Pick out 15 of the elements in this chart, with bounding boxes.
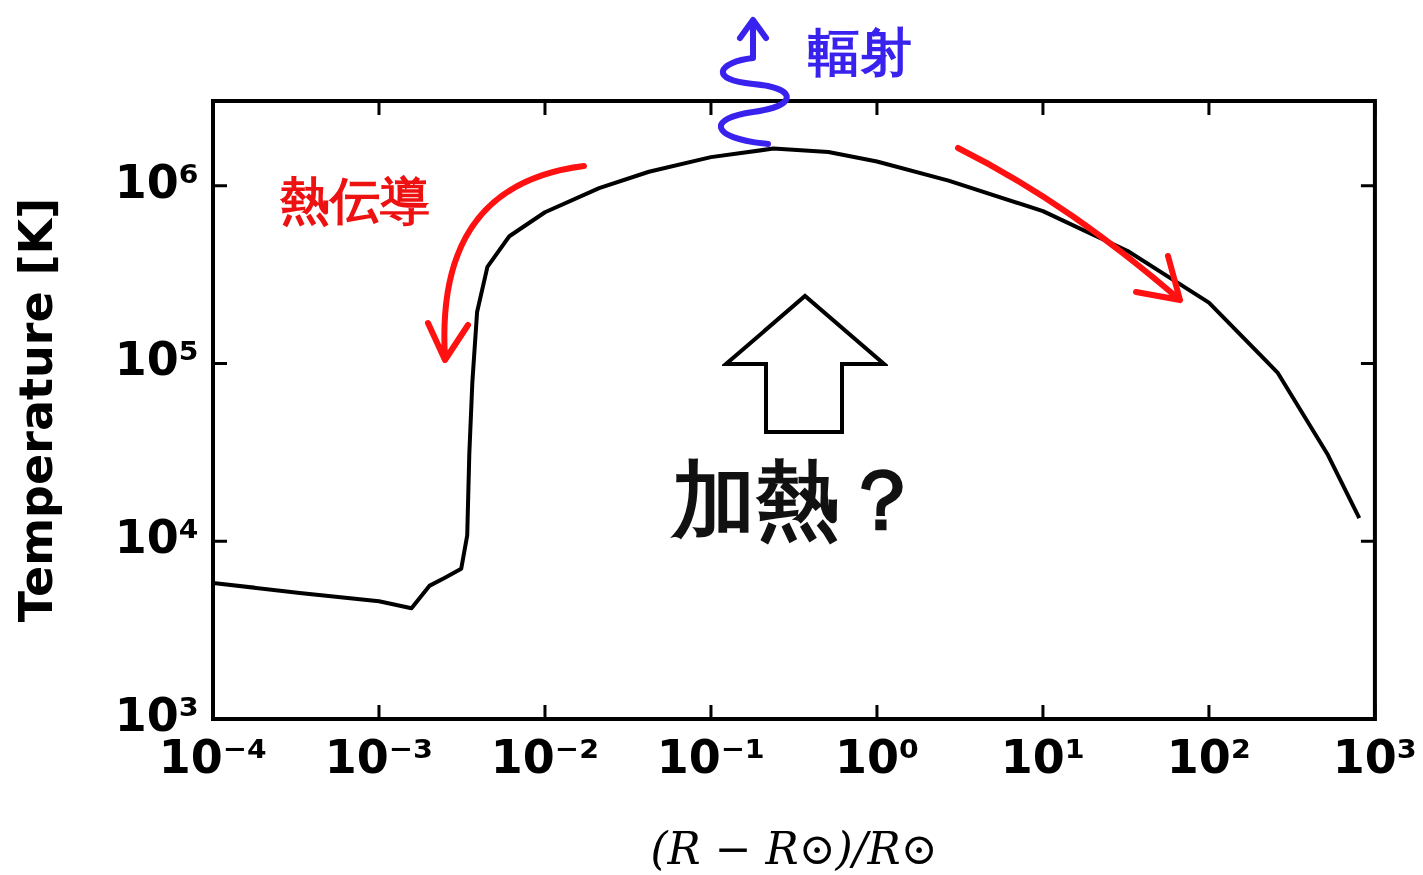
x-axis-title: (R − R⊙)/R⊙ bbox=[650, 823, 938, 875]
y-tick-label: 10⁴ bbox=[114, 510, 199, 565]
y-tick-label: 10⁵ bbox=[114, 332, 199, 387]
x-tick-label: 10² bbox=[1166, 729, 1252, 784]
annotation: 熱伝導 bbox=[280, 172, 430, 230]
y-tick-label: 10⁶ bbox=[114, 154, 199, 209]
x-tick-label: 10⁰ bbox=[834, 729, 920, 784]
x-tick-label: 10¹ bbox=[1000, 729, 1086, 784]
y-axis-title: Temperature [K] bbox=[8, 197, 63, 623]
annotation: 加熱？ bbox=[672, 451, 924, 549]
x-tick-label: 10⁻³ bbox=[324, 729, 434, 784]
x-tick-label: 10⁻¹ bbox=[656, 729, 766, 784]
x-tick-label: 10³ bbox=[1332, 729, 1418, 784]
x-tick-label: 10⁻² bbox=[490, 729, 600, 784]
text: 輻射 bbox=[808, 22, 912, 82]
